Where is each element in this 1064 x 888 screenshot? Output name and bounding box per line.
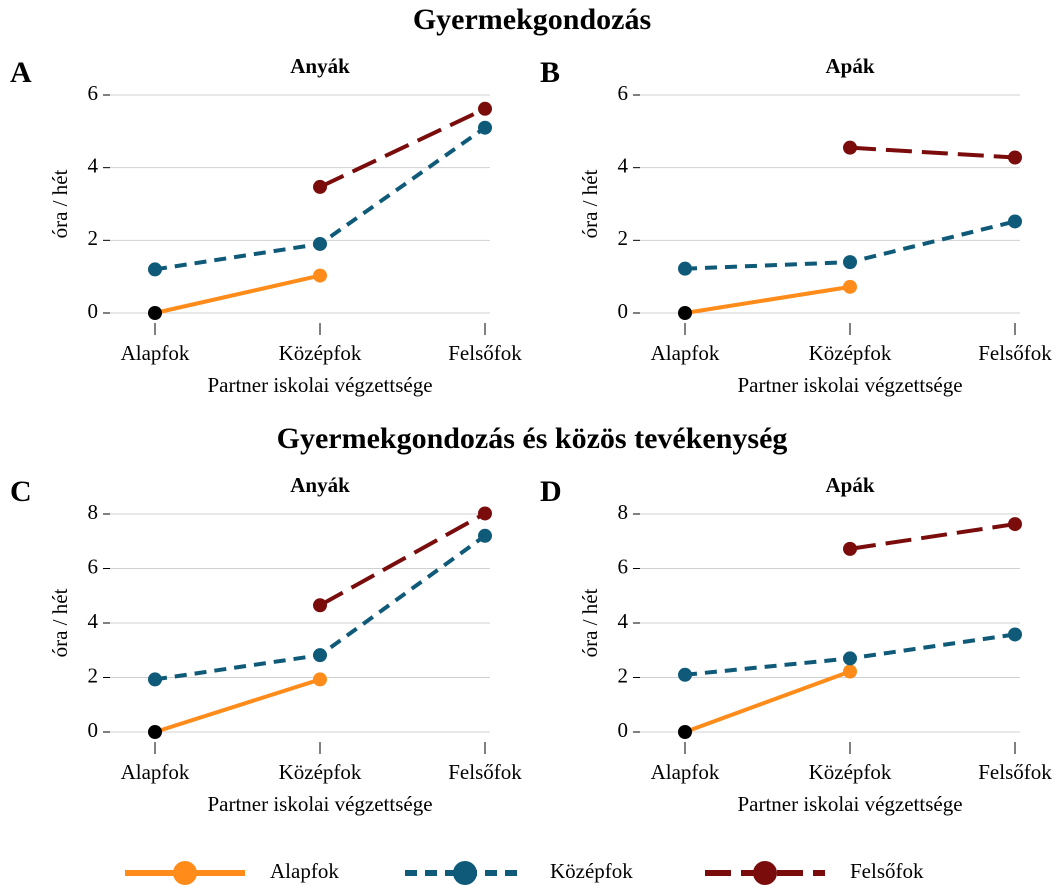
y-tick-label: 2 bbox=[618, 663, 629, 687]
y-tick-label: 0 bbox=[618, 299, 629, 323]
x-tick-label: Felsőfok bbox=[978, 341, 1052, 365]
y-axis-label: óra / hét bbox=[578, 588, 602, 657]
panel-letter: A bbox=[10, 56, 32, 89]
x-tick-label: Alapfok bbox=[651, 341, 720, 365]
data-point bbox=[1008, 517, 1022, 532]
data-point bbox=[843, 279, 857, 294]
panel-letter: B bbox=[540, 56, 560, 89]
data-point bbox=[678, 261, 692, 276]
series-line bbox=[154, 677, 321, 734]
legend-dot bbox=[453, 861, 477, 885]
series-line bbox=[319, 106, 486, 189]
x-tick-label: Alapfok bbox=[121, 760, 190, 784]
legend-dot bbox=[753, 861, 777, 885]
y-tick-label: 6 bbox=[618, 554, 629, 578]
y-tick-label: 2 bbox=[618, 226, 629, 250]
panel-letter: C bbox=[10, 475, 32, 508]
data-point bbox=[678, 725, 692, 739]
data-point bbox=[148, 725, 162, 739]
data-point bbox=[1008, 214, 1022, 229]
x-axis-label: Partner iskolai végzettsége bbox=[737, 373, 962, 397]
section-title: Gyermekgondozás és közös tevékenység bbox=[277, 422, 788, 455]
series-line bbox=[684, 284, 851, 315]
data-point bbox=[148, 672, 162, 687]
x-tick-label: Középfok bbox=[279, 760, 362, 784]
x-tick-label: Felsőfok bbox=[448, 760, 522, 784]
data-point bbox=[1008, 150, 1022, 165]
section-title: Gyermekgondozás bbox=[413, 3, 651, 36]
data-point bbox=[843, 255, 857, 270]
data-point bbox=[478, 101, 492, 116]
series-line bbox=[154, 273, 321, 315]
data-point bbox=[1008, 627, 1022, 642]
data-point bbox=[313, 598, 327, 613]
x-tick-label: Középfok bbox=[279, 341, 362, 365]
data-point bbox=[148, 262, 162, 277]
x-tick-label: Alapfok bbox=[121, 341, 190, 365]
data-point bbox=[313, 268, 327, 283]
data-point bbox=[313, 672, 327, 687]
panel-letter: D bbox=[540, 475, 562, 508]
x-axis-label: Partner iskolai végzettsége bbox=[207, 373, 432, 397]
x-axis-label: Partner iskolai végzettsége bbox=[207, 792, 432, 816]
data-point bbox=[313, 236, 327, 251]
panel-title: Apák bbox=[825, 54, 874, 78]
panel-title: Anyák bbox=[290, 473, 350, 497]
data-point bbox=[313, 648, 327, 663]
y-tick-label: 8 bbox=[618, 500, 629, 524]
data-point bbox=[148, 306, 162, 320]
legend-label: Középfok bbox=[550, 859, 633, 883]
legend-label: Alapfok bbox=[270, 859, 339, 883]
series-line bbox=[684, 669, 851, 734]
x-tick-label: Felsőfok bbox=[448, 341, 522, 365]
y-axis-label: óra / hét bbox=[48, 169, 72, 238]
data-point bbox=[843, 664, 857, 679]
data-point bbox=[478, 528, 492, 543]
series-line bbox=[849, 522, 1016, 551]
data-point bbox=[843, 140, 857, 155]
y-axis-label: óra / hét bbox=[578, 169, 602, 238]
legend-dot bbox=[173, 861, 197, 885]
x-tick-label: Felsőfok bbox=[978, 760, 1052, 784]
y-axis-label: óra / hét bbox=[48, 588, 72, 657]
legend-label: Felsőfok bbox=[850, 859, 924, 883]
data-point bbox=[678, 306, 692, 320]
y-tick-label: 8 bbox=[88, 500, 99, 524]
y-tick-label: 0 bbox=[618, 718, 629, 742]
data-point bbox=[678, 667, 692, 682]
x-tick-label: Középfok bbox=[809, 760, 892, 784]
x-axis-label: Partner iskolai végzettsége bbox=[737, 792, 962, 816]
y-tick-label: 0 bbox=[88, 299, 99, 323]
y-tick-label: 4 bbox=[88, 153, 99, 177]
y-tick-label: 2 bbox=[88, 663, 99, 687]
y-tick-label: 4 bbox=[88, 609, 99, 633]
y-tick-label: 4 bbox=[618, 609, 629, 633]
panel-title: Anyák bbox=[290, 54, 350, 78]
x-tick-label: Középfok bbox=[809, 341, 892, 365]
data-point bbox=[843, 541, 857, 556]
data-point bbox=[478, 506, 492, 521]
series-line bbox=[849, 145, 1016, 160]
y-tick-label: 0 bbox=[88, 718, 99, 742]
x-tick-label: Alapfok bbox=[651, 760, 720, 784]
y-tick-label: 4 bbox=[618, 153, 629, 177]
series-line bbox=[319, 511, 486, 608]
data-point bbox=[843, 651, 857, 666]
data-point bbox=[478, 120, 492, 135]
data-point bbox=[313, 179, 327, 194]
y-tick-label: 2 bbox=[88, 226, 99, 250]
panel-title: Apák bbox=[825, 473, 874, 497]
y-tick-label: 6 bbox=[88, 81, 99, 105]
y-tick-label: 6 bbox=[88, 554, 99, 578]
y-tick-label: 6 bbox=[618, 81, 629, 105]
